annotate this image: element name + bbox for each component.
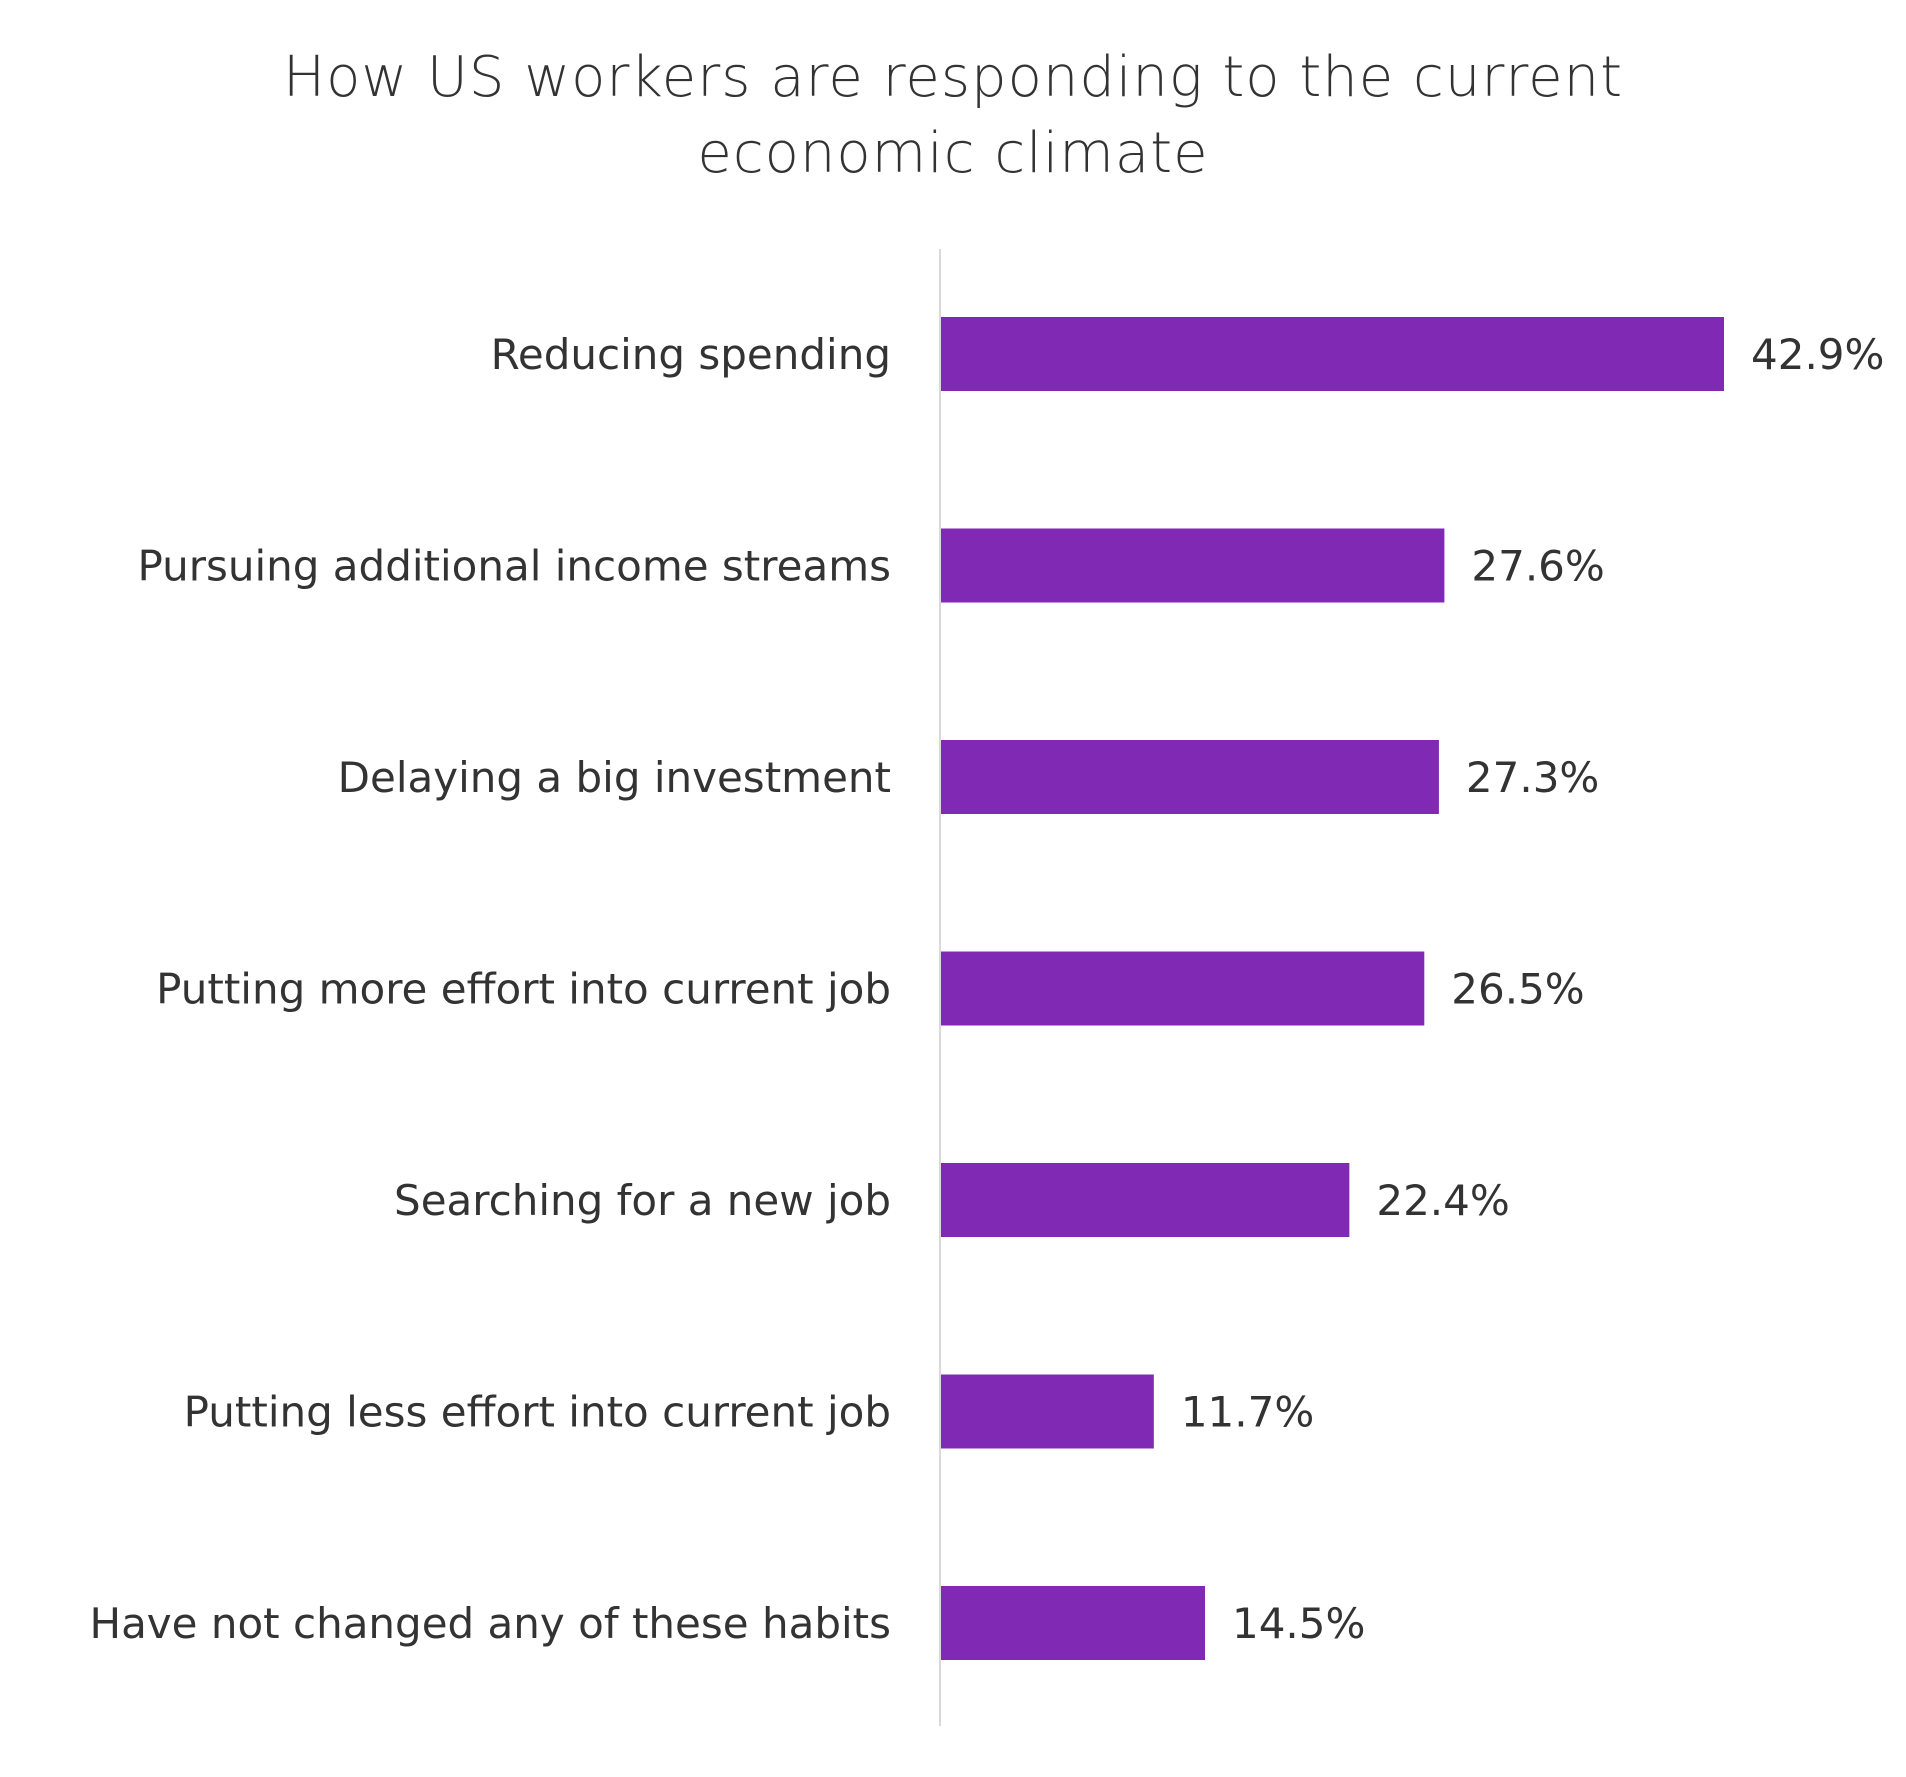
data-label: 11.7% [1181, 1388, 1314, 1437]
bar [940, 740, 1439, 814]
category-label: Delaying a big investment [338, 753, 891, 802]
category-label: Putting less effort into current job [184, 1388, 891, 1437]
bar [940, 951, 1425, 1026]
category-label: Pursuing additional income streams [138, 542, 891, 591]
data-label: 27.6% [1471, 542, 1604, 591]
data-label: 26.5% [1451, 965, 1584, 1014]
bar [940, 317, 1724, 391]
category-label: Have not changed any of these habits [89, 1599, 891, 1648]
category-label: Reducing spending [491, 330, 891, 379]
data-label: 27.3% [1466, 753, 1599, 802]
bar [940, 1374, 1154, 1449]
data-label: 42.9% [1751, 330, 1884, 379]
category-label: Searching for a new job [394, 1176, 891, 1225]
bar [940, 1163, 1350, 1237]
chart-title-line-1: How US workers are responding to the cur… [282, 45, 1624, 110]
chart-title: How US workers are responding to the cur… [0, 40, 1906, 192]
data-label: 22.4% [1376, 1176, 1509, 1225]
chart-title-line-2: economic climate [697, 121, 1209, 186]
category-label: Putting more effort into current job [156, 965, 891, 1014]
bar [940, 1586, 1205, 1660]
bar [940, 528, 1445, 603]
data-label: 14.5% [1232, 1599, 1365, 1648]
